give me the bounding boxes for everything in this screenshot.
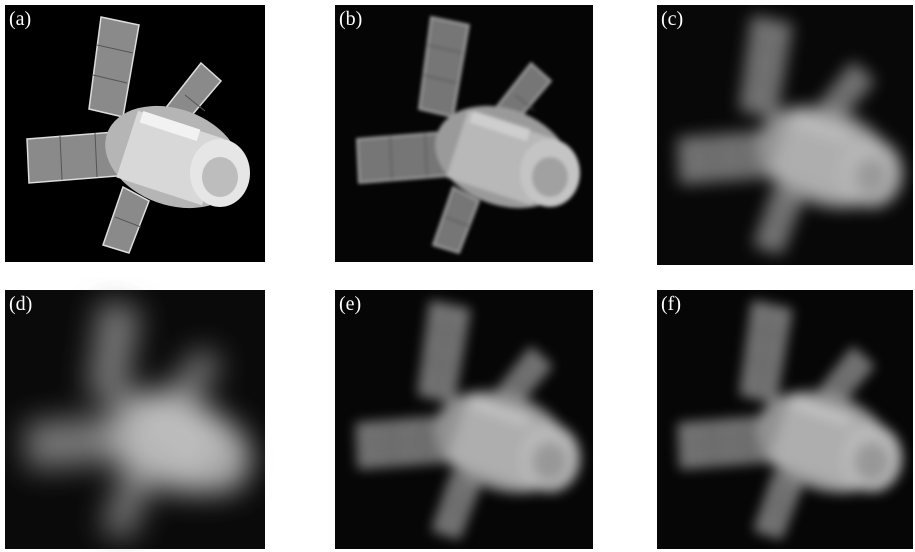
panel-c: (c) [657,5,913,265]
panel-label: (f) [661,293,681,315]
panel-b: (b) [335,5,593,262]
panel-label: (c) [661,8,683,30]
panel-label: (e) [339,293,361,315]
panel-e: (e) [335,290,593,549]
panel-f: (f) [657,290,913,549]
panel-d: (d) [5,290,265,549]
panel-a: (a) [5,5,265,262]
panel-label: (d) [9,293,32,315]
panel-label: (b) [339,8,362,30]
figure: (a) (b) (c) (d) (e) (f) [0,0,915,552]
panel-label: (a) [9,8,31,30]
